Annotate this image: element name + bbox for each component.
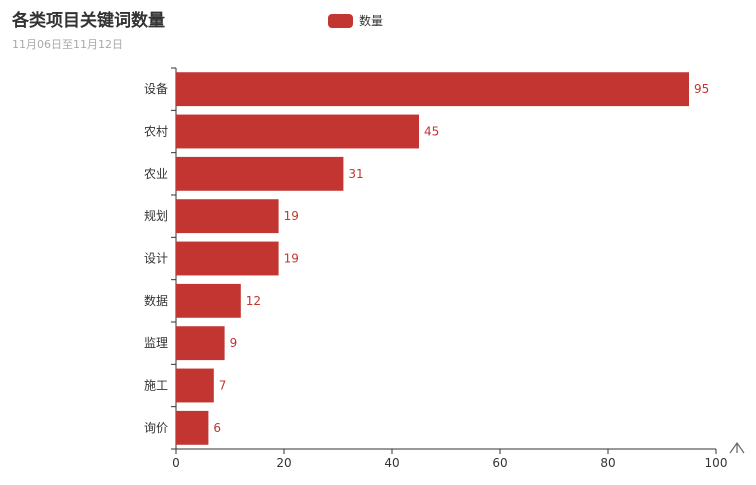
bar-3[interactable] [176,156,344,191]
x-tick-label: 60 [492,456,507,470]
data-label: 12 [246,294,261,308]
data-label: 45 [424,125,439,139]
category-label: 设备 [144,82,168,96]
category-label: 施工 [144,379,168,393]
chart-title: 各类项目关键词数量 [12,11,165,31]
data-label: 6 [213,421,221,435]
bar-1[interactable] [176,72,689,107]
x-tick-label: 20 [276,456,291,470]
legend-swatch [328,13,353,28]
bar-9[interactable] [176,410,209,445]
bar-2[interactable] [176,114,419,149]
data-label: 7 [219,379,227,393]
bar-6[interactable] [176,283,241,318]
category-label: 农业 [144,167,168,181]
legend-item[interactable]: 数量 [328,12,383,29]
chart-subtitle: 11月06日至11月12日 [12,38,123,51]
bar-5[interactable] [176,241,279,276]
data-label: 19 [284,252,299,266]
category-label: 农村 [144,125,168,139]
x-tick-label: 40 [384,456,399,470]
data-label: 19 [284,209,299,223]
back-to-top-arrow-icon[interactable] [729,440,745,454]
bar-4[interactable] [176,199,279,234]
x-tick-label: 0 [172,456,180,470]
category-label: 数据 [144,293,168,308]
category-label: 询价 [144,421,168,435]
category-label: 监理 [144,336,168,350]
data-label: 9 [230,336,238,350]
category-label: 规划 [144,208,168,223]
x-tick-label: 80 [600,456,615,470]
bar-7[interactable] [176,326,225,361]
x-tick-label: 100 [705,456,728,470]
data-label: 31 [348,167,363,181]
bar-8[interactable] [176,368,214,403]
data-label: 95 [694,82,709,96]
legend-label: 数量 [359,14,384,28]
category-label: 设计 [144,252,168,266]
